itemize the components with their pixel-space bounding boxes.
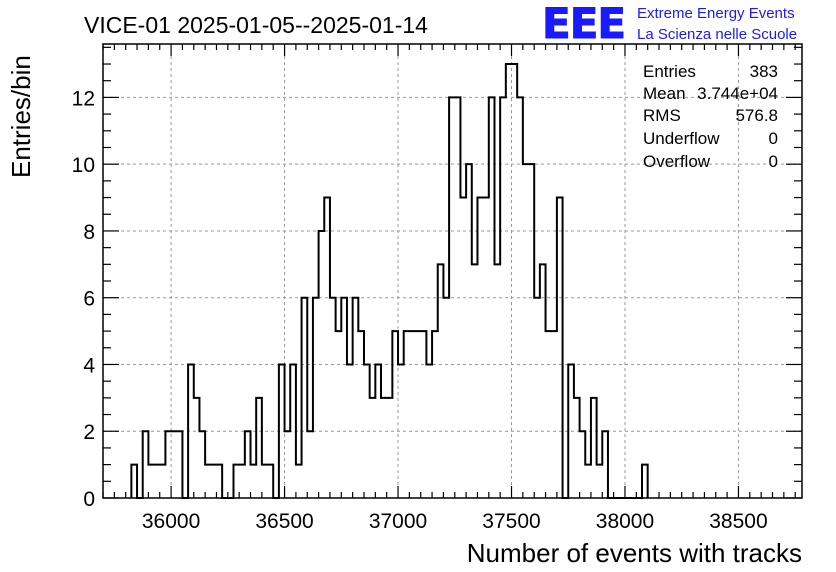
- stats-underflow-label: Underflow: [643, 129, 720, 148]
- stats-mean-label: Mean: [643, 84, 686, 103]
- y-tick-label: 8: [83, 221, 95, 244]
- histogram-outline: [130, 63, 649, 499]
- stats-rms-value: 576.8: [735, 106, 778, 125]
- stats-box: Entries 383 Mean 3.744e+04 RMS 576.8 Und…: [643, 62, 778, 171]
- x-tick-label: 37000: [369, 510, 427, 533]
- x-tick-label: 36500: [255, 510, 313, 533]
- axis-ticks: [102, 44, 802, 499]
- y-tick-label: 4: [83, 354, 95, 377]
- x-tick-label: 36000: [142, 510, 200, 533]
- x-tick-label: 38000: [596, 510, 654, 533]
- x-tick-label: 38500: [709, 510, 767, 533]
- stats-rms-label: RMS: [643, 106, 681, 125]
- grid-lines: [103, 44, 802, 498]
- plot-frame: [102, 43, 803, 499]
- x-axis-title: Number of events with tracks: [467, 538, 802, 568]
- stats-mean-value: 3.744e+04: [697, 84, 778, 103]
- stats-underflow-value: 0: [769, 129, 778, 148]
- logo-line-2: La Scienza nelle Scuole: [637, 26, 797, 43]
- axis-tick-labels: 36000 36500 37000 37500 38000 38500 0 2 4 6 8 10 12: [72, 87, 768, 533]
- x-tick-label: 37500: [482, 510, 540, 533]
- stats-overflow-value: 0: [769, 152, 778, 171]
- stats-entries-label: Entries: [643, 62, 696, 81]
- y-tick-label: 10: [72, 154, 95, 177]
- eee-logo: EEE Extreme Energy Events La Scienza nel…: [542, 0, 798, 49]
- y-tick-label: 12: [72, 87, 95, 110]
- y-tick-label: 2: [83, 421, 95, 444]
- y-axis-title: Entries/bin: [6, 55, 36, 178]
- stats-entries-value: 383: [750, 62, 778, 81]
- y-tick-label: 6: [83, 288, 95, 311]
- y-tick-label: 0: [83, 488, 95, 511]
- chart-title: VICE-01 2025-01-05--2025-01-14: [84, 12, 428, 38]
- logo-line-1: Extreme Energy Events: [637, 5, 795, 22]
- eee-logo-mark: EEE: [542, 0, 625, 48]
- stats-overflow-label: Overflow: [643, 152, 711, 171]
